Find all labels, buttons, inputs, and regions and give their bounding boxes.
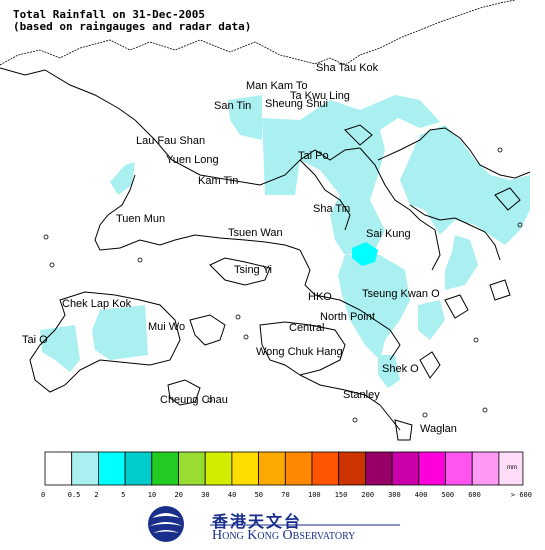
logo-chinese-name: 香港天文台 [212, 512, 303, 531]
mainland-coastline [0, 0, 516, 66]
place-label-tuen-mun: Tuen Mun [116, 213, 165, 225]
legend-swatch [284, 451, 313, 486]
legend-tick-label: 70 [281, 491, 289, 499]
coastlines [29, 119, 531, 441]
legend-swatch [71, 451, 99, 486]
legend-swatch [418, 451, 446, 486]
place-label-yuen-long: Yuen Long [166, 154, 219, 166]
place-label-shek-o: Shek O [382, 363, 419, 375]
legend-tick-label: 100 [308, 491, 321, 499]
legend-swatch [311, 451, 340, 486]
place-label-hko: HKO [308, 291, 332, 303]
legend-swatch [151, 451, 179, 486]
map-title: Total Rainfall on 31-Dec-2005 [13, 8, 206, 21]
place-labels: Sha Tau Kok Man Kam To Ta Kwu Ling San T… [22, 62, 457, 435]
legend-tick-label: 50 [255, 491, 263, 499]
place-label-sha-tau-kok: Sha Tau Kok [316, 62, 379, 74]
place-label-wong-chuk-hang: Wong Chuk Hang [256, 346, 343, 358]
logo-english-name: Hong Kong Observatory [212, 528, 356, 543]
place-label-kam-tin: Kam Tin [198, 175, 238, 187]
place-label-sha-tin: Sha Tin [313, 203, 350, 215]
place-label-central: Central [289, 322, 324, 334]
legend-tick-label: 200 [361, 491, 374, 499]
legend-tick-label: 5 [121, 491, 125, 499]
legend-swatch [44, 451, 73, 486]
rain-shading [40, 95, 530, 388]
place-label-chek-lap-kok: Chek Lap Kok [62, 298, 132, 310]
legend-swatch [98, 451, 126, 486]
legend-swatch [364, 451, 393, 486]
legend-tick-label: 40 [228, 491, 236, 499]
place-label-tai-po: Tai Po [298, 150, 329, 162]
place-label-lau-fau-shan: Lau Fau Shan [136, 135, 205, 147]
legend-tick-label: 10 [148, 491, 156, 499]
legend-tick-label: > 600 [511, 491, 532, 499]
place-label-north-point: North Point [320, 311, 375, 323]
legend-tick-label: 30 [201, 491, 209, 499]
small-islands [43, 147, 523, 423]
place-label-san-tin: San Tin [214, 100, 251, 112]
legend-tick-label: 400 [415, 491, 428, 499]
place-label-man-kam-to: Man Kam To [246, 80, 308, 92]
rain-shading-2to5 [352, 242, 378, 266]
legend-swatch [391, 451, 420, 486]
legend-swatch [124, 451, 153, 486]
place-label-tsuen-wan: Tsuen Wan [228, 227, 283, 239]
rainfall-legend: 0 0.5 2 5 10 20 30 40 50 70 100 150 200 300 400 500 600 >… [41, 451, 532, 499]
legend-swatch [338, 451, 366, 486]
legend-tick-label: 0.5 [68, 491, 81, 499]
legend-tick-label: 600 [468, 491, 481, 499]
legend-tick-label: 500 [442, 491, 455, 499]
legend-swatch [258, 451, 286, 486]
legend-swatch [178, 451, 206, 486]
legend-swatch [445, 451, 473, 486]
place-label-cheung-chau: Cheung Chau [160, 394, 228, 406]
legend-swatch [498, 451, 524, 486]
place-label-tai-o: Tai O [22, 334, 48, 346]
legend-tick-label: 0 [41, 491, 45, 499]
legend-tick-label: 300 [388, 491, 401, 499]
legend-unit: mm [507, 465, 517, 471]
place-label-tsing-yi: Tsing Yi [234, 264, 272, 276]
place-label-mui-wo: Mui Wo [148, 321, 185, 333]
place-label-sai-kung: Sai Kung [366, 228, 411, 240]
legend-swatch [204, 451, 233, 486]
legend-swatch [471, 451, 500, 486]
legend-tick-label: 2 [94, 491, 98, 499]
place-label-stanley: Stanley [343, 389, 380, 401]
place-label-tseung-kwan-o: Tseung Kwan O [362, 288, 440, 300]
place-label-sheung-shui: Sheung Shui [265, 98, 328, 110]
legend-tick-label: 150 [335, 491, 348, 499]
place-label-ta-kwu-ling: Ta Kwu Ling [290, 90, 350, 102]
place-label-waglan: Waglan [420, 423, 457, 435]
legend-swatch [231, 451, 259, 486]
map-subtitle: (based on raingauges and radar data) [13, 20, 252, 33]
deep-bay-coast [0, 67, 136, 121]
legend-tick-label: 20 [175, 491, 183, 499]
hko-logo-emblem [148, 506, 184, 542]
